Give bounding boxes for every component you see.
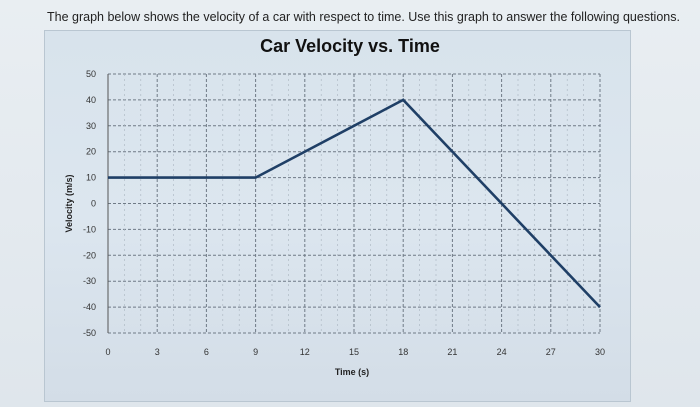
- question-instruction: The graph below shows the velocity of a …: [47, 10, 680, 24]
- y-tick-label: 20: [86, 147, 96, 157]
- velocity-series-line: [108, 98, 601, 308]
- y-tick-label: -40: [83, 302, 96, 312]
- x-tick-label: 15: [349, 347, 359, 357]
- y-tick-label: -20: [83, 250, 96, 260]
- x-tick-label: 0: [105, 347, 110, 357]
- x-tick-label: 3: [155, 347, 160, 357]
- y-axis-label: Velocity (m/s): [64, 174, 74, 232]
- x-tick-label: 6: [204, 347, 209, 357]
- chart-title: Car Velocity vs. Time: [260, 36, 440, 56]
- x-tick-label: 12: [300, 347, 310, 357]
- y-tick-label: 30: [86, 121, 96, 131]
- x-axis-label: Time (s): [335, 367, 369, 377]
- x-tick-label: 30: [595, 347, 605, 357]
- y-tick-label: -30: [83, 276, 96, 286]
- x-tick-label: 9: [253, 347, 258, 357]
- y-tick-label: 10: [86, 173, 96, 183]
- x-tick-label: 21: [447, 347, 457, 357]
- y-tick-label: 50: [86, 69, 96, 79]
- y-tick-label: 40: [86, 95, 96, 105]
- y-tick-label: -10: [83, 224, 96, 234]
- y-tick-label: 0: [91, 199, 96, 209]
- y-tick-label: -50: [83, 328, 96, 338]
- x-tick-label: 18: [398, 347, 408, 357]
- x-tick-label: 27: [546, 347, 556, 357]
- x-tick-label: 24: [497, 347, 507, 357]
